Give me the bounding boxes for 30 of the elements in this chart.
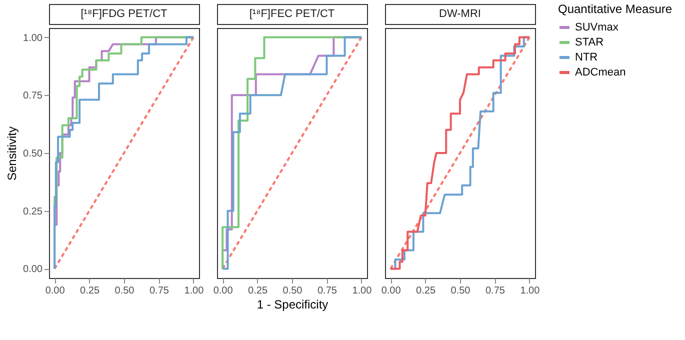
x-tick-label: 0.50 [450, 286, 471, 296]
x-tick-label: 0.50 [114, 286, 135, 296]
x-tick-label: 0.75 [317, 286, 338, 296]
x-tick-label: 0.75 [149, 286, 170, 296]
y-tick-label: 0.75 [23, 90, 43, 102]
legend-label: ADCmean [575, 66, 626, 78]
x-tick-label: 0.00 [381, 286, 402, 296]
x-tick-label: 1.00 [352, 286, 372, 296]
legend-label: NTR [575, 52, 598, 64]
legend-title: Quantitative Measure [558, 2, 672, 16]
y-tick-label: 0.50 [23, 148, 43, 160]
y-tick-label: 0.00 [23, 264, 43, 276]
y-axis-title: Sensitivity [5, 126, 20, 181]
y-tick-label: 1.00 [23, 32, 43, 44]
x-tick-label: 0.25 [248, 286, 268, 296]
x-tick-label: 0.75 [485, 286, 506, 296]
y-tick-label: 0.25 [23, 206, 43, 218]
legend-label: STAR [575, 36, 604, 48]
chart-title: [¹⁸F]FDG PET/CT [80, 8, 168, 20]
x-tick-label: 0.25 [80, 286, 100, 296]
x-tick-label: 1.00 [184, 286, 204, 296]
x-tick-label: 0.50 [282, 286, 303, 296]
chart-title: [¹⁸F]FEC PET/CT [249, 8, 335, 20]
chart-title: DW-MRI [439, 8, 481, 20]
x-tick-label: 0.25 [416, 286, 436, 296]
x-tick-label: 1.00 [520, 286, 540, 296]
legend-label: SUVmax [575, 22, 619, 34]
x-tick-label: 0.00 [213, 286, 234, 296]
x-tick-label: 0.00 [45, 286, 66, 296]
x-axis-title: 1 - Specificity [256, 298, 328, 312]
